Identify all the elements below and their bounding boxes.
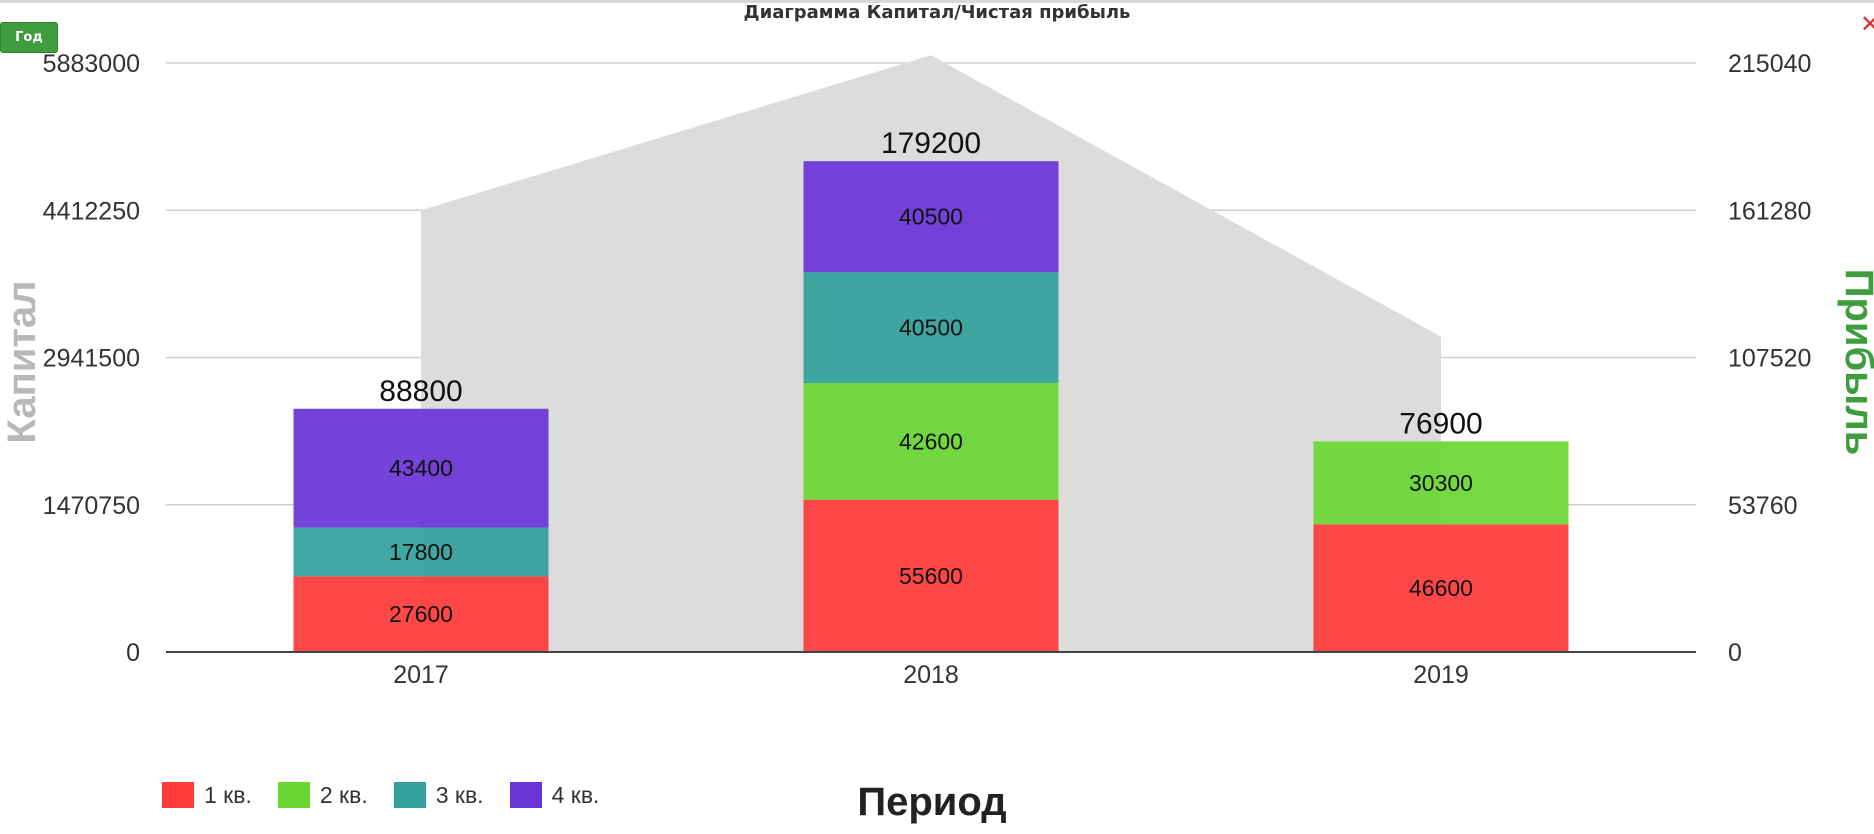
y-tick-left: 4412250 xyxy=(43,197,140,225)
chart-title: Диаграмма Капитал/Чистая прибыль xyxy=(743,2,1131,23)
bar-segment xyxy=(803,161,1059,273)
bar-total-label: 179200 xyxy=(881,127,981,160)
legend-label-q4: 4 кв. xyxy=(551,781,600,808)
period-year-button[interactable]: Год xyxy=(0,22,58,53)
bar-segment-label: 46600 xyxy=(1409,575,1473,601)
y-axis-title-left: Капитал xyxy=(0,280,44,443)
bar-segment xyxy=(803,272,1059,384)
bar-segment xyxy=(293,576,549,652)
legend-label-q3: 3 кв. xyxy=(435,781,484,808)
bar-segment xyxy=(293,527,549,577)
bar-segment xyxy=(293,408,549,528)
y-tick-left: 1470750 xyxy=(43,492,140,520)
legend-item-q3[interactable]: 3 кв. xyxy=(393,781,484,809)
x-tick-label: 2017 xyxy=(393,661,449,689)
bar-segment-label: 40500 xyxy=(899,204,963,230)
y-axis-title-right: Прибыль xyxy=(1837,269,1874,456)
x-axis-title: Период xyxy=(857,780,1006,824)
legend-label-q1: 1 кв. xyxy=(204,781,252,808)
x-tick-label: 2018 xyxy=(903,661,959,689)
legend-label-q2: 2 кв. xyxy=(319,781,368,808)
bar-segment xyxy=(1313,441,1569,525)
legend-swatch-q1 xyxy=(162,782,194,808)
top-border xyxy=(0,0,1874,3)
legend-item-q2[interactable]: 2 кв. xyxy=(277,781,368,809)
y-tick-left: 5883000 xyxy=(43,50,140,78)
y-tick-right: 107520 xyxy=(1728,345,1811,373)
y-tick-right: 53760 xyxy=(1728,492,1798,520)
y-tick-right: 215040 xyxy=(1728,50,1811,78)
y-tick-right: 0 xyxy=(1728,639,1742,667)
legend-item-q1[interactable]: 1 кв. xyxy=(162,782,252,809)
legend-swatch-q2 xyxy=(277,782,310,808)
bar-total-label: 76900 xyxy=(1399,407,1482,440)
legend-swatch-q3 xyxy=(393,782,426,808)
bar-segment-label: 40500 xyxy=(899,315,963,341)
y-tick-left: 0 xyxy=(126,639,140,667)
chart-legend: 1 кв. 2 кв. 3 кв. 4 кв. xyxy=(162,780,625,810)
bar-segment xyxy=(1313,524,1569,652)
legend-item-q4[interactable]: 4 кв. xyxy=(509,781,600,809)
y-tick-right: 161280 xyxy=(1728,197,1811,225)
bar-segment-label: 30300 xyxy=(1409,470,1473,496)
y-tick-left: 2941500 xyxy=(43,345,140,373)
bar-segment xyxy=(803,499,1059,652)
bar-segment xyxy=(803,383,1059,500)
bar-total-label: 88800 xyxy=(379,375,462,408)
close-icon[interactable]: ✕ xyxy=(1860,11,1874,38)
x-tick-label: 2019 xyxy=(1413,661,1469,689)
bar-segment-label: 17800 xyxy=(389,539,453,565)
legend-swatch-q4 xyxy=(509,782,542,808)
bar-segment-label: 42600 xyxy=(899,428,963,454)
bar-segment-label: 43400 xyxy=(389,455,453,481)
bar-segment-label: 55600 xyxy=(899,563,963,589)
bar-segment-label: 27600 xyxy=(389,601,453,627)
